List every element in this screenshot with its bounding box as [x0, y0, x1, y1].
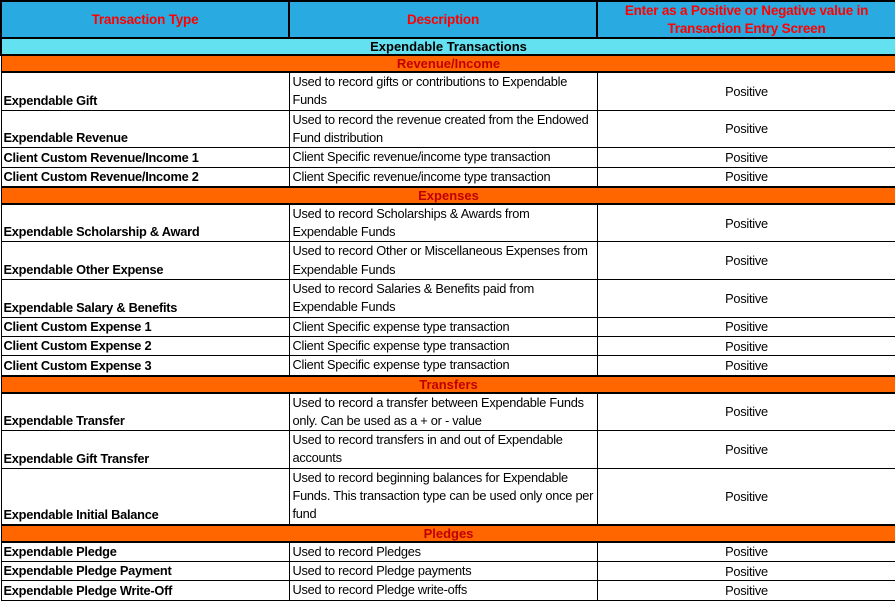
row-type-cell: Expendable Initial Balance [0, 467, 290, 526]
row-description-cell: Client Specific expense type transaction [288, 335, 598, 357]
row-value-cell: Positive [596, 279, 895, 318]
table-row: Expendable Initial Balance Used to recor… [0, 467, 895, 526]
section-header-row: Revenue/Income [0, 54, 895, 74]
header-transaction-type: Transaction Type [0, 0, 290, 40]
table-row: Client Custom Revenue/Income 2 Client Sp… [0, 166, 895, 188]
row-type-cell: Expendable Pledge Write-Off [0, 580, 290, 601]
row-value-cell: Positive [596, 541, 895, 562]
row-value-cell: Positive [596, 430, 895, 469]
row-description-cell: Used to record Salaries & Benefits paid … [288, 279, 598, 318]
row-value-cell: Positive [596, 203, 895, 243]
row-type-cell: Expendable Pledge Payment [0, 560, 290, 582]
table-row: Expendable Salary & Benefits Used to rec… [0, 279, 895, 318]
row-value-cell: Positive [596, 392, 895, 432]
table-row: Client Custom Expense 2 Client Specific … [0, 335, 895, 357]
table-row: Expendable Pledge Write-Off Used to reco… [0, 580, 895, 601]
row-type-cell: Expendable Transfer [0, 392, 290, 432]
row-description-cell: Client Specific expense type transaction [288, 355, 598, 377]
row-type-cell: Expendable Revenue [0, 109, 290, 149]
row-description-cell: Used to record Pledges [288, 541, 598, 562]
table-header-row: Transaction Type Description Enter as a … [0, 0, 895, 40]
row-value-cell: Positive [596, 560, 895, 582]
row-description-cell: Used to record Pledge write-offs [288, 580, 598, 601]
section-header-row: Pledges [0, 523, 895, 543]
row-type-cell: Client Custom Revenue/Income 2 [0, 166, 290, 188]
table-row: Expendable Gift Used to record gifts or … [0, 71, 895, 111]
table-row: Expendable Transfer Used to record a tra… [0, 392, 895, 432]
row-description-cell: Used to record gifts or contributions to… [288, 71, 598, 111]
row-type-cell: Client Custom Revenue/Income 1 [0, 147, 290, 168]
row-type-cell: Expendable Scholarship & Award [0, 203, 290, 243]
table-row: Expendable Pledge Payment Used to record… [0, 560, 895, 582]
table-row: Expendable Revenue Used to record the re… [0, 109, 895, 149]
header-description: Description [288, 0, 598, 40]
row-type-cell: Expendable Gift Transfer [0, 430, 290, 469]
section-title: Pledges [0, 523, 895, 543]
table-row: Expendable Other Expense Used to record … [0, 241, 895, 281]
row-description-cell: Used to record Other or Miscellaneous Ex… [288, 241, 598, 281]
row-type-cell: Expendable Pledge [0, 541, 290, 562]
row-type-cell: Expendable Other Expense [0, 241, 290, 281]
row-type-cell: Client Custom Expense 1 [0, 316, 290, 337]
row-description-cell: Used to record Pledge payments [288, 560, 598, 582]
row-value-cell: Positive [596, 355, 895, 377]
row-description-cell: Used to record a transfer between Expend… [288, 392, 598, 432]
section-title: Revenue/Income [0, 54, 895, 74]
row-description-cell: Used to record beginning balances for Ex… [288, 467, 598, 526]
table-row: Expendable Scholarship & Award Used to r… [0, 203, 895, 243]
row-value-cell: Positive [596, 71, 895, 111]
section-header-row: Transfers [0, 374, 895, 394]
row-type-cell: Expendable Gift [0, 71, 290, 111]
table-row: Client Custom Expense 3 Client Specific … [0, 355, 895, 377]
row-description-cell: Used to record Scholarships & Awards fro… [288, 203, 598, 243]
group-title: Expendable Transactions [0, 37, 895, 57]
row-value-cell: Positive [596, 467, 895, 526]
header-value-entry: Enter as a Positive or Negative value in… [596, 0, 895, 40]
row-description-cell: Used to record transfers in and out of E… [288, 430, 598, 469]
row-type-cell: Expendable Salary & Benefits [0, 279, 290, 318]
table-row: Client Custom Revenue/Income 1 Client Sp… [0, 147, 895, 168]
row-value-cell: Positive [596, 335, 895, 357]
table-row: Client Custom Expense 1 Client Specific … [0, 316, 895, 337]
row-type-cell: Client Custom Expense 2 [0, 335, 290, 357]
section-title: Expenses [0, 185, 895, 205]
row-description-cell: Client Specific revenue/income type tran… [288, 147, 598, 168]
row-value-cell: Positive [596, 166, 895, 188]
table-row: Expendable Gift Transfer Used to record … [0, 430, 895, 469]
section-header-row: Expenses [0, 185, 895, 205]
row-description-cell: Client Specific revenue/income type tran… [288, 166, 598, 188]
row-value-cell: Positive [596, 241, 895, 281]
table-row: Expendable Pledge Used to record Pledges… [0, 541, 895, 562]
group-header-row: Expendable Transactions [0, 37, 895, 57]
row-value-cell: Positive [596, 147, 895, 168]
row-description-cell: Used to record the revenue created from … [288, 109, 598, 149]
row-description-cell: Client Specific expense type transaction [288, 316, 598, 337]
section-title: Transfers [0, 374, 895, 394]
row-value-cell: Positive [596, 316, 895, 337]
row-value-cell: Positive [596, 580, 895, 601]
row-value-cell: Positive [596, 109, 895, 149]
row-type-cell: Client Custom Expense 3 [0, 355, 290, 377]
